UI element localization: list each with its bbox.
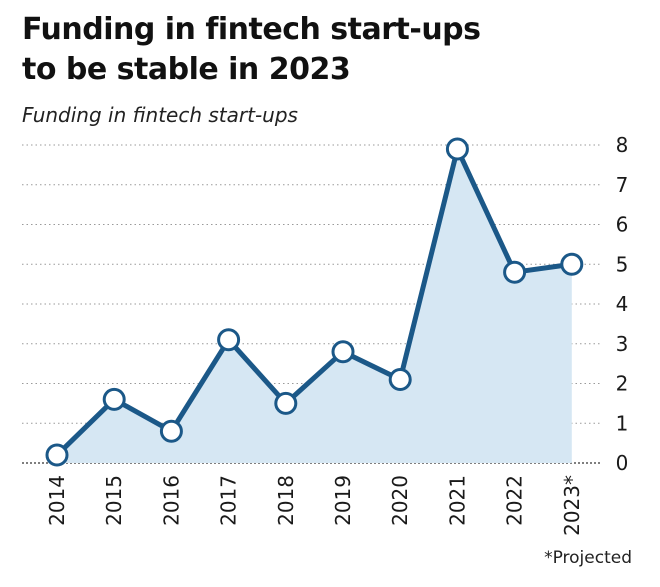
data-point-2019 <box>331 340 355 364</box>
y-tick-0: 0 <box>616 451 629 475</box>
y-tick-5: 5 <box>616 252 629 276</box>
series-line-layer <box>54 146 575 458</box>
data-point-2020 <box>388 368 412 392</box>
x-tick-2016: 2016 <box>159 475 183 526</box>
y-tick-8: 8 <box>616 133 629 157</box>
chart-subtitle: Funding in fintech start-ups <box>22 103 298 127</box>
data-point-2016 <box>159 419 183 443</box>
x-tick-2015: 2015 <box>102 475 126 526</box>
y-tick-1: 1 <box>616 411 629 435</box>
x-tick-2019: 2019 <box>331 475 355 526</box>
series-line <box>54 146 575 458</box>
x-tick-2018: 2018 <box>274 475 298 526</box>
data-point-2022 <box>503 260 527 284</box>
data-point-2015 <box>102 387 126 411</box>
x-tick-2020: 2020 <box>388 475 412 526</box>
y-tick-3: 3 <box>616 332 629 356</box>
x-tick-2022: 2022 <box>503 475 527 526</box>
y-tick-7: 7 <box>616 173 629 197</box>
y-axis-tick-labels: 0 1 2 3 4 5 6 7 8 <box>616 133 629 475</box>
data-point-markers <box>45 137 584 467</box>
title-line-2: to be stable in 2023 <box>22 52 351 87</box>
projected-footnote: *Projected <box>544 548 632 568</box>
area-fill-layer <box>57 148 572 463</box>
area-fill <box>57 148 572 463</box>
data-point-2014 <box>45 443 69 467</box>
data-point-2018 <box>274 391 298 415</box>
x-tick-2023*: 2023* <box>560 475 584 536</box>
x-axis-tick-labels: 2014 2015 2016 2017 2018 2019 2020 2021 2022 2023… <box>45 475 584 536</box>
data-point-2017 <box>217 328 241 352</box>
y-tick-4: 4 <box>616 292 629 316</box>
chart-title: Funding in fintech start-ups to be stabl… <box>22 10 642 90</box>
x-tick-2021: 2021 <box>445 475 469 526</box>
x-tick-2017: 2017 <box>217 475 241 526</box>
title-line-1: Funding in fintech start-ups <box>22 12 481 47</box>
data-point-2023* <box>560 252 584 276</box>
data-point-2021 <box>445 137 469 161</box>
x-tick-2014: 2014 <box>45 475 69 526</box>
y-tick-2: 2 <box>616 372 629 396</box>
y-tick-6: 6 <box>616 213 629 237</box>
